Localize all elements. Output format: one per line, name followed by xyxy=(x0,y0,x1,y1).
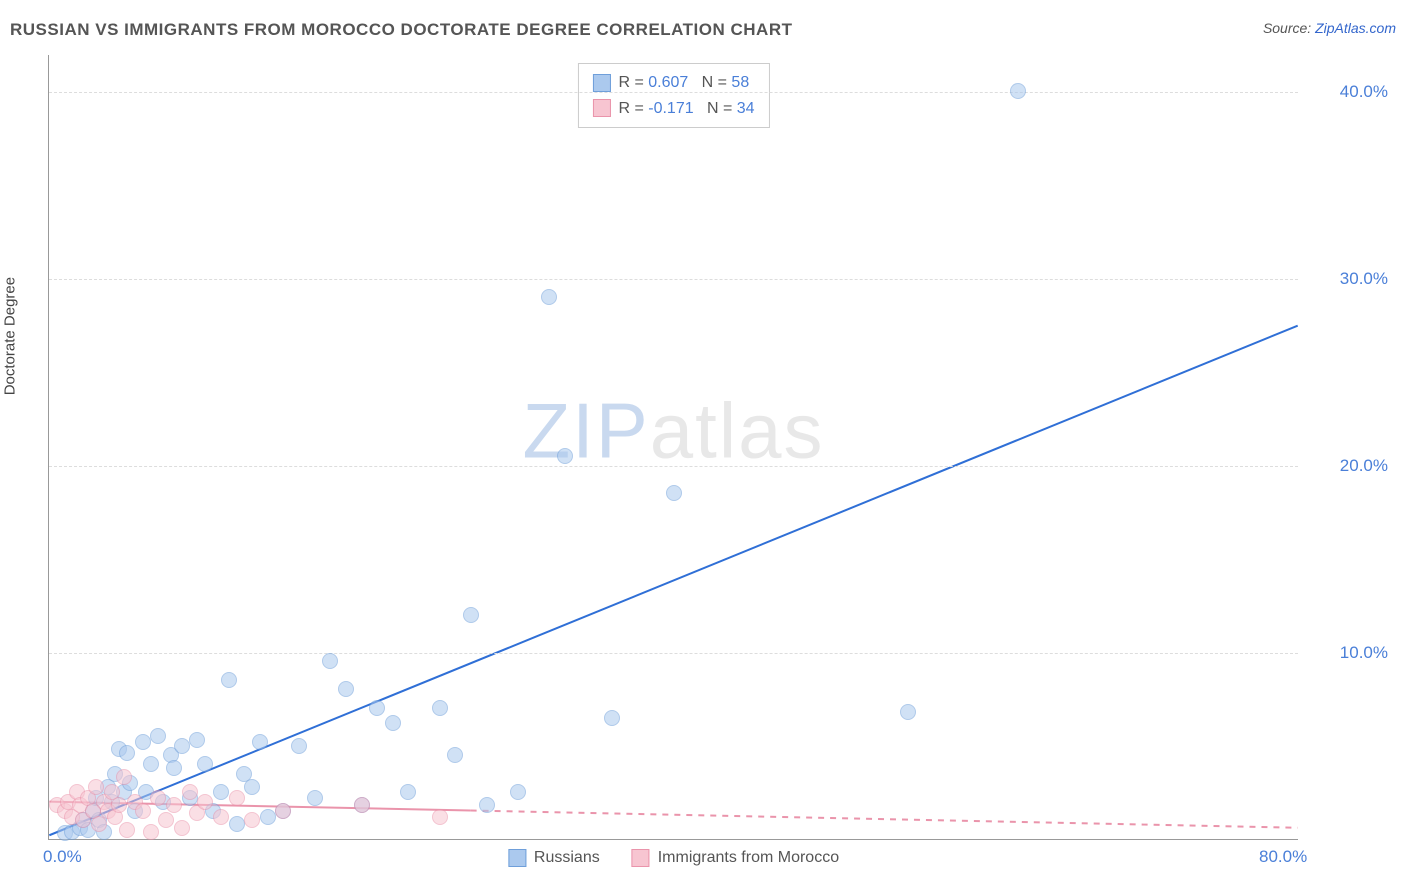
source-attribution: Source: ZipAtlas.com xyxy=(1263,20,1396,36)
y-tick-label: 30.0% xyxy=(1308,269,1388,289)
data-point xyxy=(166,760,182,776)
gridline xyxy=(49,92,1298,93)
data-point xyxy=(213,809,229,825)
data-point xyxy=(400,784,416,800)
data-point xyxy=(150,728,166,744)
data-point xyxy=(541,289,557,305)
trend-lines xyxy=(49,55,1298,839)
gridline xyxy=(49,653,1298,654)
data-point xyxy=(229,790,245,806)
data-point xyxy=(338,681,354,697)
data-point xyxy=(197,794,213,810)
y-tick-label: 40.0% xyxy=(1308,82,1388,102)
data-point xyxy=(197,756,213,772)
data-point xyxy=(244,779,260,795)
data-point xyxy=(158,812,174,828)
data-point xyxy=(1010,83,1026,99)
data-point xyxy=(135,803,151,819)
data-point xyxy=(275,803,291,819)
data-point xyxy=(369,700,385,716)
data-point xyxy=(189,732,205,748)
data-point xyxy=(510,784,526,800)
data-point xyxy=(229,816,245,832)
data-point xyxy=(291,738,307,754)
series-legend: Russians Immigrants from Morocco xyxy=(508,849,839,867)
data-point xyxy=(432,809,448,825)
data-point xyxy=(900,704,916,720)
y-axis-label: Doctorate Degree xyxy=(2,277,19,395)
data-point xyxy=(116,769,132,785)
x-tick-label: 0.0% xyxy=(43,847,82,867)
legend-item: Russians xyxy=(508,849,600,867)
legend-item: Immigrants from Morocco xyxy=(632,849,839,867)
data-point xyxy=(119,822,135,838)
data-point xyxy=(174,820,190,836)
data-point xyxy=(322,653,338,669)
chart-title: RUSSIAN VS IMMIGRANTS FROM MOROCCO DOCTO… xyxy=(10,20,793,40)
correlation-row: R = -0.171 N = 34 xyxy=(592,96,754,122)
legend-swatch xyxy=(508,849,526,867)
data-point xyxy=(182,784,198,800)
y-tick-label: 20.0% xyxy=(1308,456,1388,476)
data-point xyxy=(479,797,495,813)
correlation-text: R = -0.171 N = 34 xyxy=(618,96,754,122)
data-point xyxy=(213,784,229,800)
data-point xyxy=(666,485,682,501)
data-point xyxy=(150,790,166,806)
y-tick-label: 10.0% xyxy=(1308,643,1388,663)
data-point xyxy=(221,672,237,688)
data-point xyxy=(119,745,135,761)
legend-swatch xyxy=(592,99,610,117)
data-point xyxy=(463,607,479,623)
data-point xyxy=(135,734,151,750)
data-point xyxy=(244,812,260,828)
legend-label: Immigrants from Morocco xyxy=(658,849,839,867)
data-point xyxy=(385,715,401,731)
data-point xyxy=(166,797,182,813)
data-point xyxy=(252,734,268,750)
data-point xyxy=(447,747,463,763)
data-point xyxy=(557,448,573,464)
data-point xyxy=(432,700,448,716)
legend-swatch xyxy=(632,849,650,867)
data-point xyxy=(260,809,276,825)
gridline xyxy=(49,466,1298,467)
data-point xyxy=(111,797,127,813)
data-point xyxy=(307,790,323,806)
data-point xyxy=(604,710,620,726)
x-tick-label: 80.0% xyxy=(1259,847,1307,867)
data-point xyxy=(88,779,104,795)
legend-label: Russians xyxy=(534,849,600,867)
data-point xyxy=(354,797,370,813)
data-point xyxy=(143,756,159,772)
scatter-chart: ZIPatlas R = 0.607 N = 58R = -0.171 N = … xyxy=(48,55,1298,840)
gridline xyxy=(49,279,1298,280)
data-point xyxy=(174,738,190,754)
source-link[interactable]: ZipAtlas.com xyxy=(1315,20,1396,36)
correlation-legend: R = 0.607 N = 58R = -0.171 N = 34 xyxy=(577,63,769,128)
data-point xyxy=(143,824,159,840)
legend-swatch xyxy=(592,74,610,92)
